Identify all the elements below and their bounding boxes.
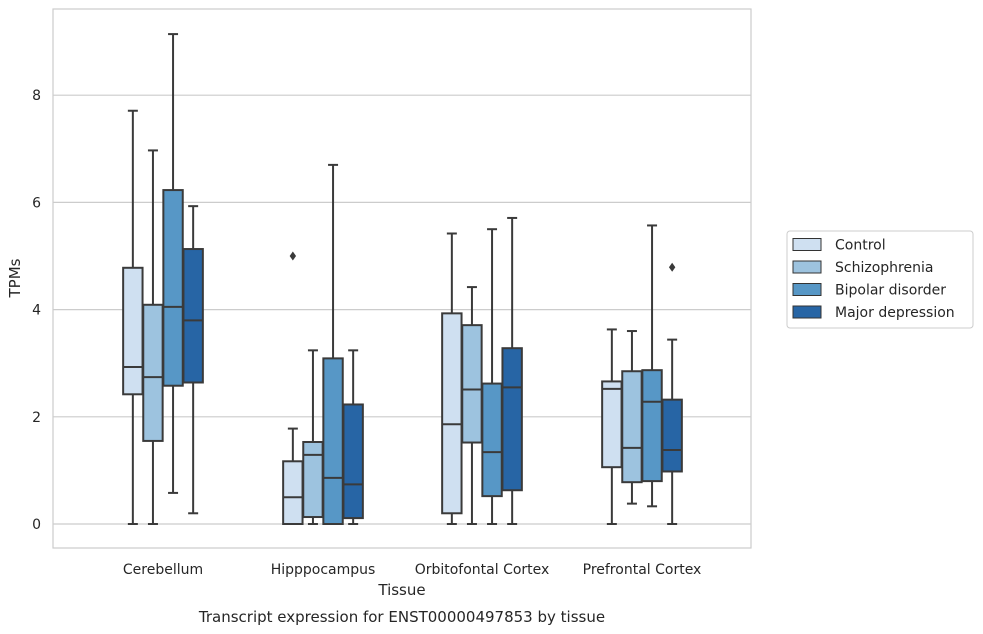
legend-swatch — [792, 238, 822, 251]
legend-frame — [786, 230, 974, 329]
x-axis-label: Tissue — [377, 581, 425, 599]
box-iqr — [501, 347, 523, 492]
box-bipolar-disorder — [641, 224, 663, 508]
box-bipolar-disorder — [162, 33, 184, 494]
box-iqr — [441, 312, 463, 515]
legend-label: Major depression — [835, 305, 955, 321]
legend-label: Bipolar disorder — [835, 283, 946, 299]
box-iqr — [142, 303, 164, 442]
box-iqr — [661, 398, 683, 473]
chart-caption: Transcript expression for ENST0000049785… — [198, 608, 605, 626]
box-iqr — [122, 266, 144, 396]
x-tick-label: Cerebellum — [123, 562, 203, 578]
y-axis-ticks: 0 2 4 6 8 — [32, 88, 41, 533]
box-iqr — [342, 403, 364, 520]
legend-swatch — [792, 260, 822, 274]
legend-items: Control Schizophrenia Bipolar disorder Majo… — [792, 238, 955, 321]
box-control — [122, 109, 144, 525]
box-plot-series — [122, 33, 683, 525]
box-iqr — [182, 248, 204, 384]
legend-label: Control — [835, 238, 886, 254]
legend: Control Schizophrenia Bipolar disorder Majo… — [786, 230, 974, 329]
plot-frame — [52, 8, 752, 549]
x-tick-label: Orbitofontal Cortex — [415, 562, 550, 578]
y-tick-label: 8 — [32, 88, 41, 104]
x-tick-label: Hipppocampus — [271, 562, 376, 578]
box-iqr — [621, 370, 643, 484]
y-axis-label: TPMs — [6, 258, 24, 298]
box-schizophrenia — [461, 286, 483, 525]
legend-swatch — [792, 283, 822, 296]
x-axis-ticks: Cerebellum Hipppocampus Orbitofontal Corte… — [123, 562, 701, 578]
y-tick-label: 0 — [32, 517, 41, 533]
box-bipolar-disorder — [481, 228, 503, 525]
box-iqr — [162, 189, 184, 387]
y-tick-label: 2 — [32, 410, 41, 426]
y-tick-label: 4 — [32, 303, 41, 319]
legend-label: Schizophrenia — [835, 260, 933, 276]
box-bipolar-disorder — [322, 163, 344, 525]
box-iqr — [282, 460, 304, 525]
box-iqr — [302, 440, 324, 519]
box-major-depression — [342, 349, 364, 525]
box-schizophrenia — [302, 349, 324, 525]
outlier-point — [289, 251, 297, 261]
box-major-depression — [501, 216, 523, 525]
box-control — [282, 251, 304, 525]
box-major-depression — [182, 205, 204, 515]
box-major-depression — [661, 262, 683, 525]
box-iqr — [641, 369, 663, 483]
box-iqr — [481, 382, 503, 498]
legend-swatch — [792, 305, 822, 319]
box-iqr — [322, 357, 344, 525]
y-tick-label: 6 — [32, 195, 41, 211]
box-iqr — [461, 324, 483, 444]
outlier-point — [668, 262, 676, 272]
box-schizophrenia — [621, 330, 643, 505]
x-tick-label: Prefrontal Cortex — [583, 562, 702, 578]
box-iqr — [601, 380, 623, 469]
